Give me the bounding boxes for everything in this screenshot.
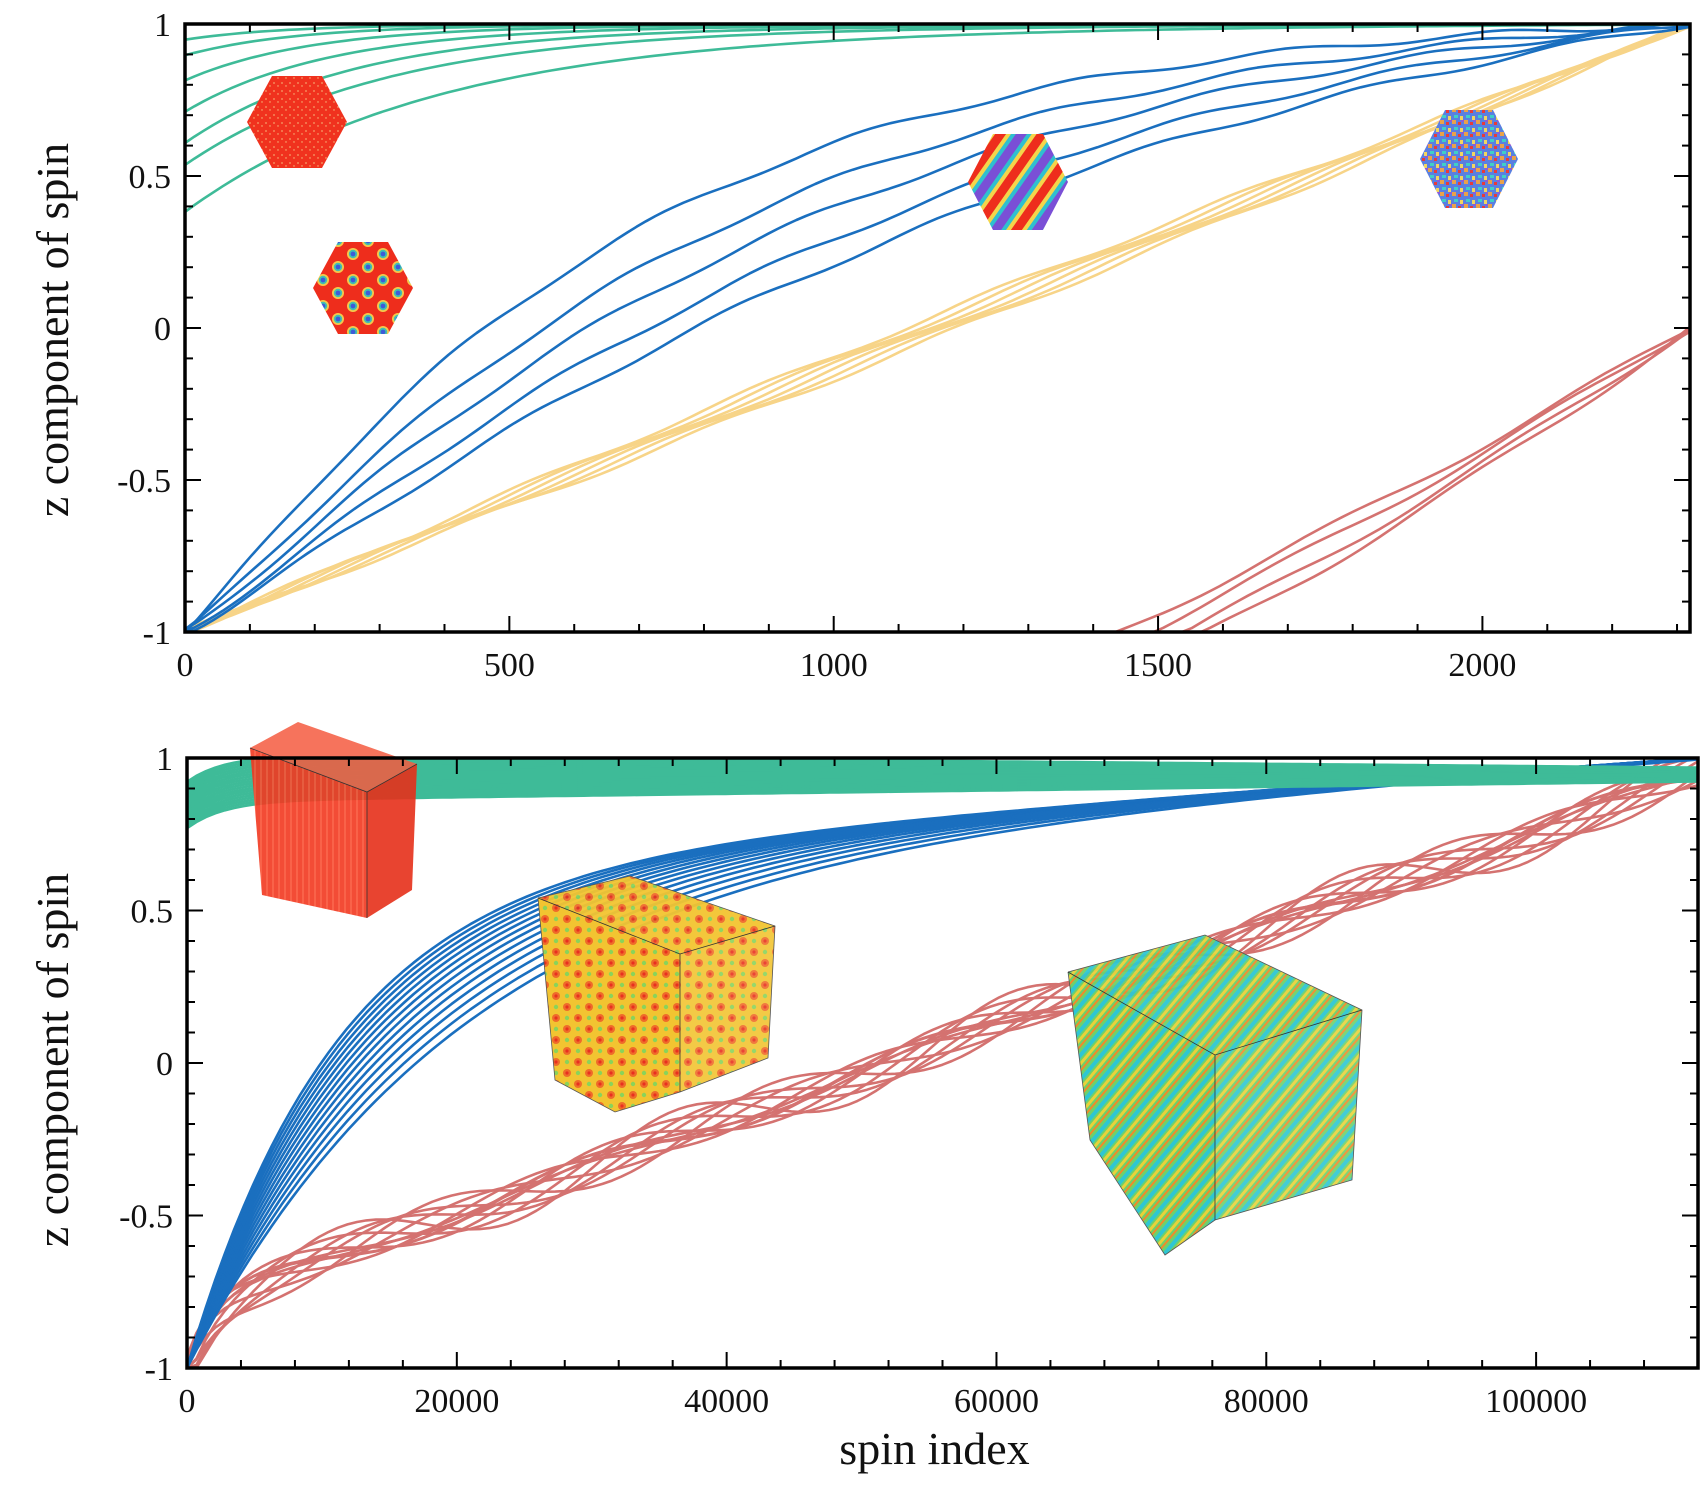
x-tick-label: 1000 — [800, 647, 868, 684]
y-axis-title: z component of spin — [27, 873, 78, 1247]
top-panel: 0 500 1000 1500 2000 -1 -0.5 0 0.5 1 z component o… — [27, 7, 1692, 684]
y-tick-label: 0 — [156, 1046, 173, 1083]
inset-disordered-hexagon — [1420, 110, 1518, 208]
y-tick-label: 0.5 — [131, 894, 174, 931]
x-tick-label: 40000 — [684, 1383, 769, 1420]
bottom-curves — [185, 756, 1700, 1370]
x-tick-label: 2000 — [1448, 647, 1516, 684]
x-tick-label: 80000 — [1224, 1383, 1309, 1420]
x-tick-label: 0 — [177, 647, 194, 684]
series-line-red-4 — [185, 770, 1700, 1370]
series-line-red-10 — [185, 779, 1700, 1363]
series-line-red-12 — [185, 756, 1700, 1370]
x-tick-label: 500 — [484, 647, 535, 684]
y-tick-label: -1 — [143, 615, 171, 652]
y-tick-label: -0.5 — [117, 463, 171, 500]
y-axis-title: z component of spin — [27, 143, 78, 517]
top-insets — [247, 76, 1518, 334]
x-tick-label: 0 — [179, 1383, 196, 1420]
series-line-blue-4 — [183, 25, 1692, 633]
y-tick-label: -0.5 — [119, 1199, 173, 1236]
inset-skyrmion-hexagon — [313, 242, 413, 334]
inset-ferromagnetic-hexagon — [247, 76, 347, 168]
series-line-red-1 — [185, 772, 1700, 1370]
series-line-red-8 — [185, 776, 1700, 1365]
series-line-yellow-6 — [183, 22, 1692, 634]
series-line-red-2 — [183, 330, 1692, 634]
series-line-red-9 — [185, 784, 1700, 1358]
y-tick-label: 1 — [156, 741, 173, 778]
series-line-blue-5 — [183, 25, 1692, 634]
series-line-blue-2 — [183, 22, 1692, 631]
series-line-teal-4 — [183, 22, 1692, 113]
bottom-insets — [249, 722, 1363, 1256]
top-axes: 0 500 1000 1500 2000 -1 -0.5 0 0.5 1 z component o… — [27, 7, 1692, 684]
inset-ferromagnetic-cube — [249, 722, 418, 918]
y-tick-label: 0 — [154, 311, 171, 348]
series-line-red-5 — [185, 777, 1700, 1364]
y-tick-label: -1 — [145, 1351, 173, 1388]
series-line-red-2 — [185, 756, 1700, 1370]
x-tick-label: 60000 — [954, 1383, 1039, 1420]
series-line-blue-1 — [183, 22, 1692, 634]
x-tick-label: 100000 — [1485, 1383, 1587, 1420]
x-tick-label: 1500 — [1124, 647, 1192, 684]
series-line-red-1 — [183, 328, 1692, 634]
bottom-panel: 0 20000 40000 60000 80000 100000 -1 -0.5 0 0.5 1 z … — [27, 722, 1700, 1474]
y-tick-label: 0.5 — [129, 159, 172, 196]
series-line-red-4 — [183, 325, 1692, 634]
inset-spiral-cube — [1067, 934, 1363, 1256]
x-tick-label: 20000 — [414, 1383, 499, 1420]
series-line-red-11 — [185, 760, 1700, 1370]
inset-skyrmion-cube — [537, 875, 776, 1113]
inset-spiral-hexagon — [968, 134, 1068, 230]
y-tick-label: 1 — [154, 7, 171, 44]
series-line-red-3 — [183, 329, 1692, 634]
series-line-red-7 — [185, 771, 1700, 1370]
bottom-axes: 0 20000 40000 60000 80000 100000 -1 -0.5 0 0.5 1 z … — [27, 741, 1700, 1474]
series-line-red-3 — [185, 756, 1700, 1370]
series-line-blue-3 — [183, 22, 1692, 631]
x-axis-title: spin index — [839, 1423, 1029, 1474]
